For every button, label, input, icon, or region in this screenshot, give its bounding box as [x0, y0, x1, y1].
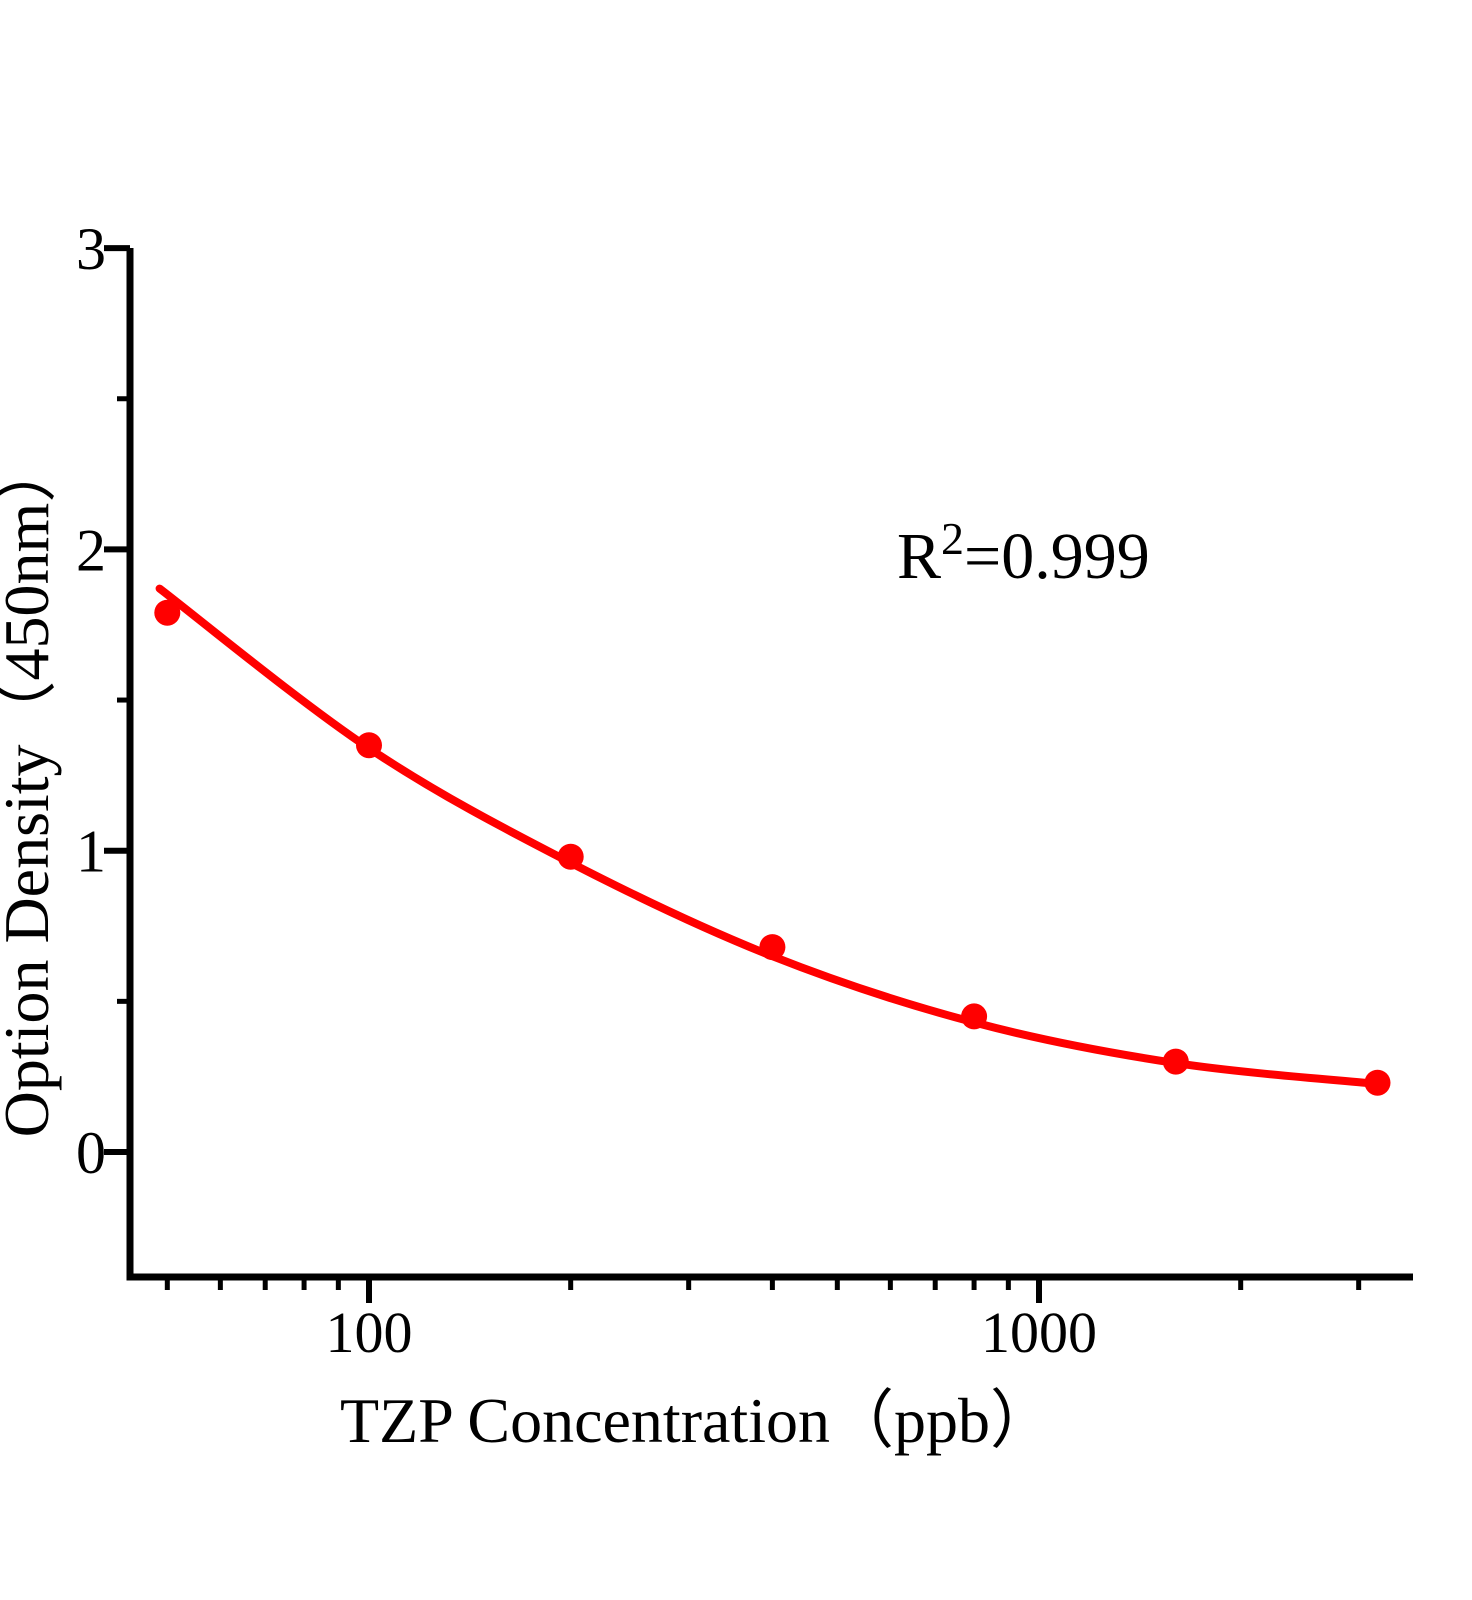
- r-squared-annotation: R2=0.999: [897, 513, 1150, 593]
- fit-curve-line: [155, 584, 1382, 1088]
- y-tick-label: 2: [76, 517, 106, 583]
- y-tick-label: 1: [76, 819, 106, 885]
- data-point: [759, 934, 786, 961]
- data-point: [356, 732, 382, 759]
- data-points: [154, 599, 1391, 1096]
- x-axis-title: TZP Concentration（ppb）: [340, 1385, 1054, 1456]
- data-point: [961, 1003, 988, 1030]
- r-squared-base: R: [897, 520, 941, 593]
- data-point: [1364, 1069, 1391, 1096]
- r-squared-exponent: 2: [941, 513, 964, 564]
- y-tick-label: 0: [76, 1120, 106, 1186]
- axis-tick-labels: 100 1000 0 1 2 3: [76, 216, 1097, 1365]
- data-point: [154, 599, 181, 626]
- y-tick-label: 3: [76, 216, 106, 282]
- x-tick-label: 100: [326, 1300, 413, 1365]
- y-axis-title: Option Density（450nm）: [0, 439, 62, 1138]
- x-tick-label: 1000: [981, 1300, 1097, 1365]
- data-point: [557, 843, 584, 870]
- r-squared-value: =0.999: [964, 520, 1150, 593]
- axis-lines: [126, 248, 1413, 1281]
- axis-ticks: [104, 245, 1362, 1303]
- data-point: [1162, 1048, 1189, 1075]
- axes: [126, 248, 1413, 1281]
